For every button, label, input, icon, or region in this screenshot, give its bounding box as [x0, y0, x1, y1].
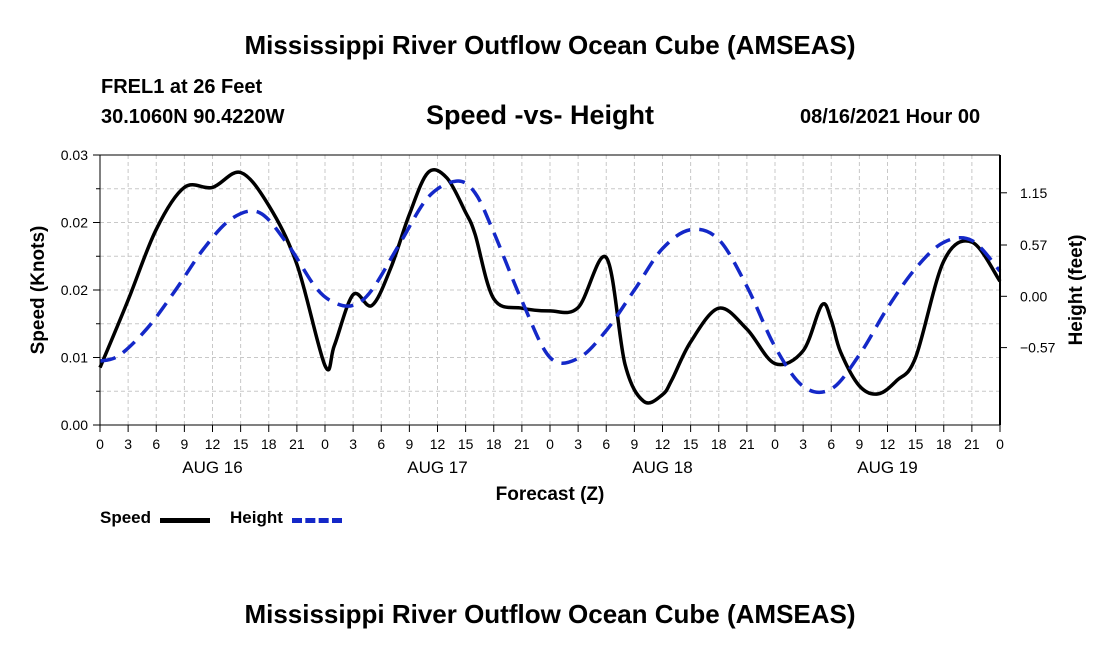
x-tick-label: 6 [602, 436, 610, 452]
y2-axis-title: Height (feet) [1066, 235, 1087, 346]
x-tick-label: 6 [377, 436, 385, 452]
x-tick-label: 12 [205, 436, 221, 452]
x-tick-label: 21 [964, 436, 980, 452]
x-tick-label: 18 [486, 436, 502, 452]
legend-speed-label: Speed [100, 508, 152, 527]
x-tick-label: 0 [771, 436, 779, 452]
x-tick-label: 3 [799, 436, 807, 452]
y-axis-title: Speed (Knots) [28, 226, 49, 355]
bottom-title: Mississippi River Outflow Ocean Cube (AM… [244, 599, 856, 629]
x-tick-label: 21 [739, 436, 755, 452]
legend-height-label: Height [230, 508, 283, 527]
x-tick-label: 15 [908, 436, 924, 452]
x-tick-label: 9 [630, 436, 638, 452]
x-tick-label: 15 [233, 436, 249, 452]
x-tick-label: 12 [655, 436, 671, 452]
legend-speed-swatch [160, 518, 210, 523]
grid [100, 155, 1000, 425]
day-label: AUG 19 [857, 458, 917, 477]
day-label: AUG 16 [182, 458, 242, 477]
axes [93, 154, 1007, 432]
y-tick-label: 0.02 [61, 215, 88, 231]
x-tick-label: 0 [96, 436, 104, 452]
y2-tick-label: −0.57 [1020, 340, 1056, 356]
x-tick-label: 18 [936, 436, 952, 452]
x-tick-label: 21 [514, 436, 530, 452]
day-label: AUG 18 [632, 458, 692, 477]
x-tick-label: 9 [405, 436, 413, 452]
y-tick-label: 0.03 [61, 147, 88, 163]
legend-height-swatch [292, 518, 342, 523]
x-tick-label: 0 [321, 436, 329, 452]
axis-labels: 0.00 0.01 0.02 0.02 0.03 1.15 0.57 0.00 −0.57 0 3 6… [28, 147, 1087, 505]
height-series-line [99, 179, 1002, 395]
chart-title: Speed -vs- Height [426, 100, 655, 130]
x-tick-label: 21 [289, 436, 305, 452]
y2-tick-label: 1.15 [1020, 185, 1047, 201]
x-tick-label: 3 [124, 436, 132, 452]
station-label: FREL1 at 26 Feet [101, 76, 263, 98]
y2-tick-label: 0.57 [1020, 237, 1047, 253]
x-tick-label: 12 [880, 436, 896, 452]
day-label: AUG 17 [407, 458, 467, 477]
forecast-datetime: 08/16/2021 Hour 00 [800, 106, 981, 128]
y-tick-label: 0.02 [61, 282, 88, 298]
x-tick-label: 15 [683, 436, 699, 452]
x-tick-label: 18 [261, 436, 277, 452]
x-tick-label: 3 [574, 436, 582, 452]
series-layer [98, 168, 1002, 405]
x-tick-label: 15 [458, 436, 474, 452]
x-tick-label: 18 [711, 436, 727, 452]
x-axis-title: Forecast (Z) [496, 484, 605, 505]
x-tick-label: 3 [349, 436, 357, 452]
y2-tick-label: 0.00 [1020, 288, 1047, 304]
top-title: Mississippi River Outflow Ocean Cube (AM… [244, 30, 856, 60]
x-tick-label: 0 [546, 436, 554, 452]
x-tick-label: 9 [855, 436, 863, 452]
y-tick-label: 0.01 [61, 350, 88, 366]
x-tick-label: 12 [430, 436, 446, 452]
x-tick-label: 9 [180, 436, 188, 452]
x-tick-label: 6 [827, 436, 835, 452]
x-tick-label: 6 [152, 436, 160, 452]
x-tick-label: 0 [996, 436, 1004, 452]
y-tick-label: 0.00 [61, 417, 88, 433]
coordinates-label: 30.1060N 90.4220W [101, 106, 285, 128]
